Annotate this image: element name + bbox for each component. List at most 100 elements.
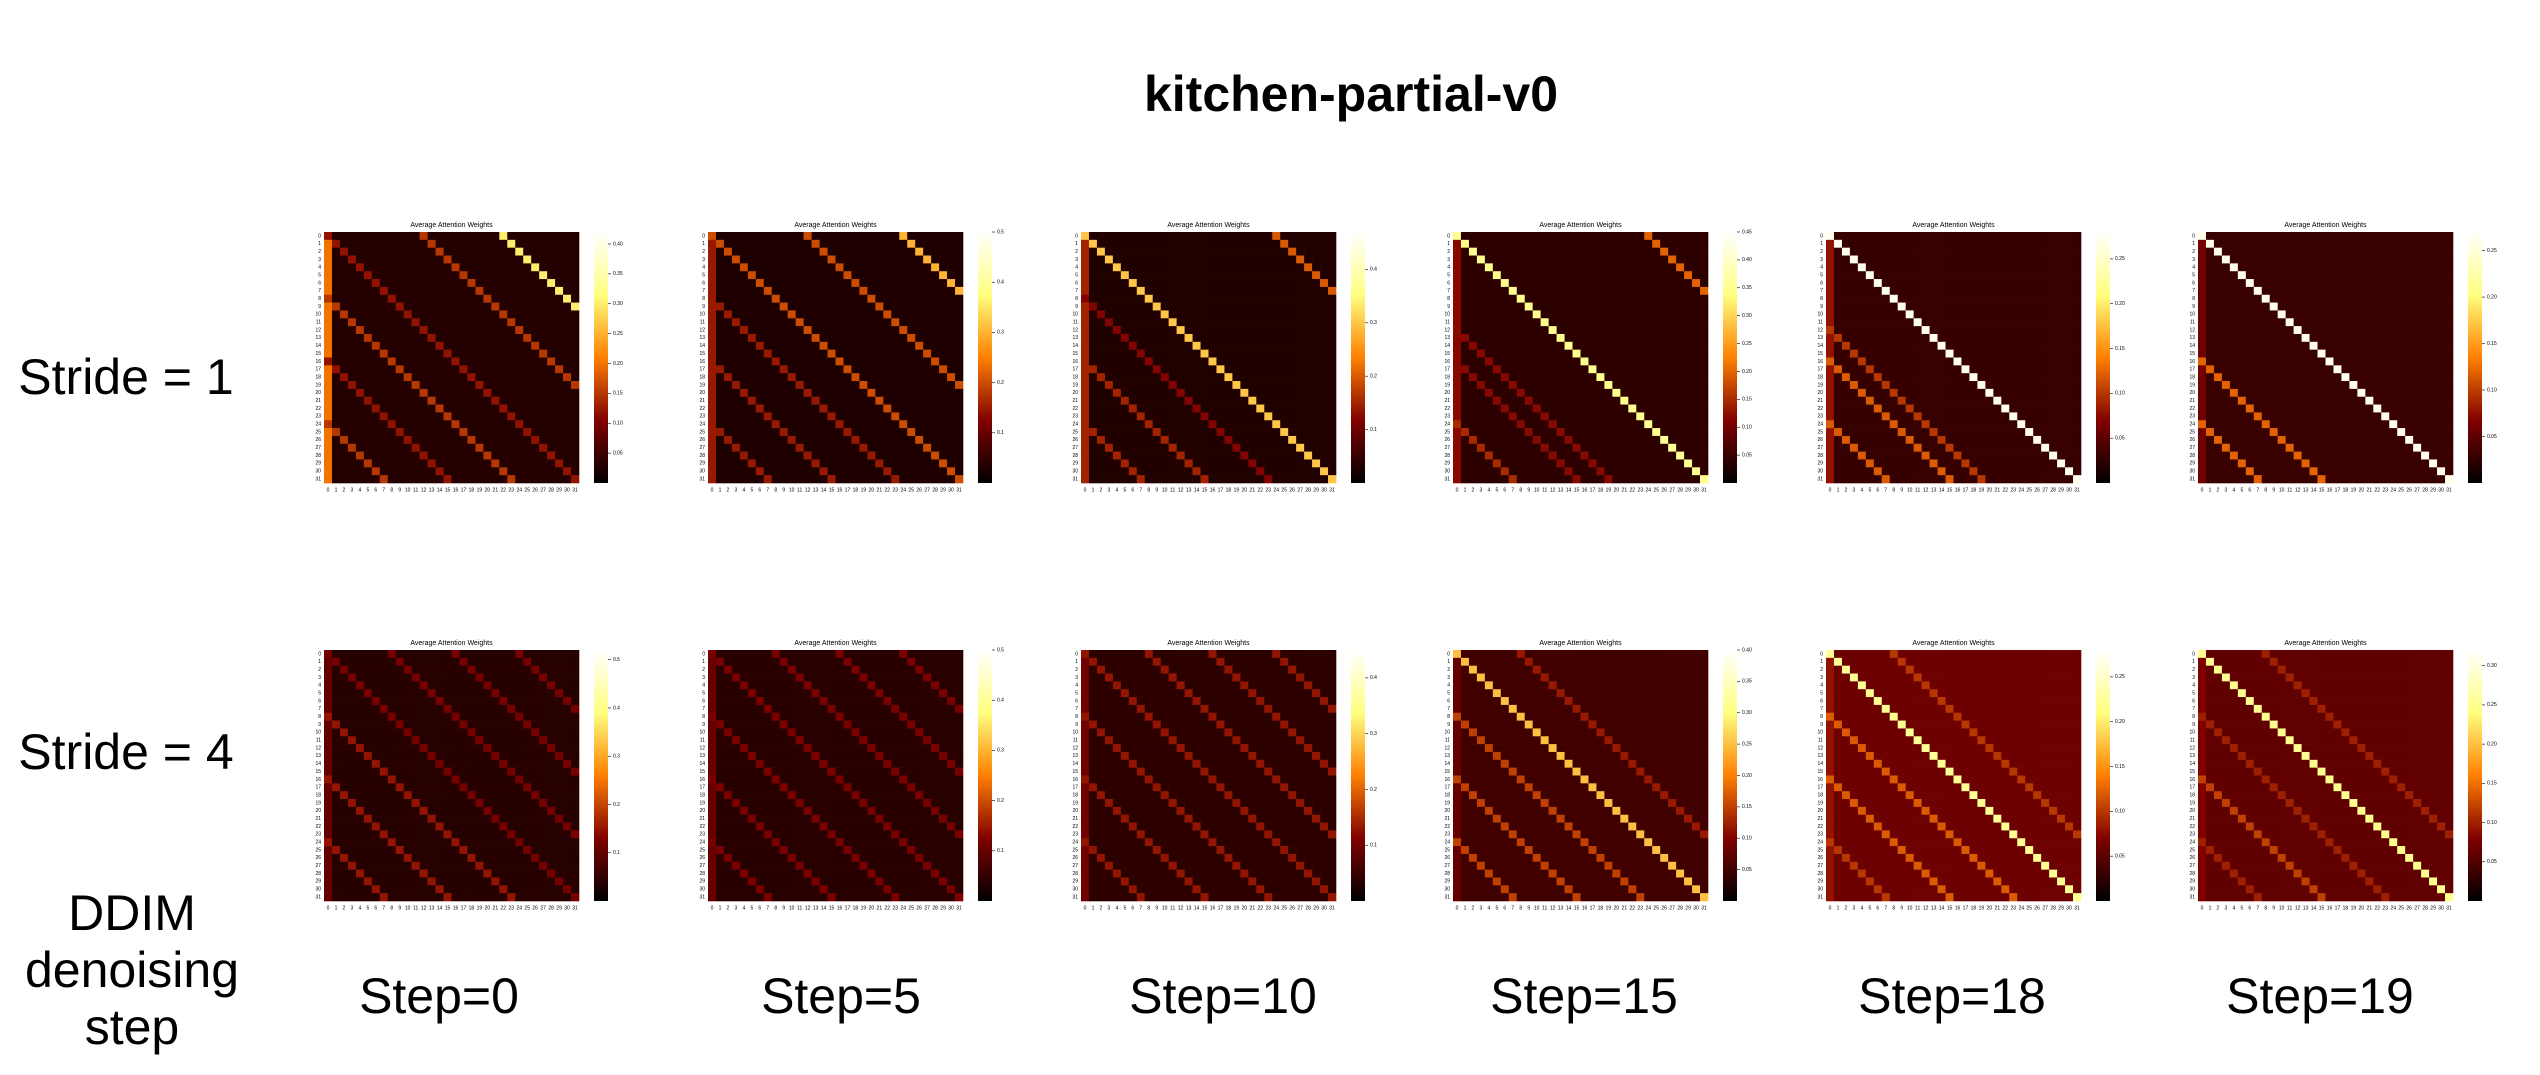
y-tick-label: 10 bbox=[315, 312, 321, 318]
cell bbox=[1296, 412, 1305, 421]
y-tick-label: 0 bbox=[702, 233, 705, 239]
cell bbox=[563, 326, 572, 335]
cell bbox=[723, 365, 733, 374]
cell bbox=[939, 326, 948, 335]
cell bbox=[1168, 255, 1177, 264]
cell bbox=[1208, 232, 1217, 241]
x-tick-label: 28 bbox=[1677, 487, 1683, 493]
cell bbox=[867, 318, 876, 327]
cell bbox=[1532, 247, 1541, 256]
cell bbox=[803, 451, 812, 460]
cell bbox=[843, 404, 852, 413]
cell bbox=[955, 373, 964, 382]
cell bbox=[747, 255, 757, 264]
cell bbox=[1833, 247, 1843, 256]
cell bbox=[1453, 263, 1462, 272]
cell bbox=[755, 318, 765, 327]
cell bbox=[523, 326, 532, 335]
cell bbox=[499, 451, 508, 460]
x-tick-label: 7 bbox=[1511, 487, 1514, 493]
cell bbox=[491, 333, 500, 343]
cell bbox=[1264, 467, 1273, 476]
cell bbox=[1676, 294, 1685, 303]
cell bbox=[1620, 263, 1629, 272]
cell bbox=[1460, 357, 1470, 366]
cell bbox=[1208, 247, 1217, 256]
cell bbox=[1484, 279, 1494, 288]
cell bbox=[787, 451, 796, 460]
cell bbox=[419, 294, 428, 303]
cell bbox=[1476, 443, 1486, 452]
cell bbox=[395, 443, 404, 452]
cell bbox=[1216, 263, 1225, 272]
cell bbox=[467, 294, 476, 303]
cell bbox=[899, 412, 908, 421]
cell bbox=[1248, 302, 1257, 311]
cell bbox=[435, 349, 444, 358]
cell bbox=[747, 428, 757, 437]
cell bbox=[915, 475, 924, 484]
cell bbox=[1993, 286, 2002, 296]
cell bbox=[1328, 294, 1337, 303]
x-tick-label: 16 bbox=[1582, 487, 1588, 493]
cell bbox=[1184, 263, 1193, 272]
cell bbox=[859, 271, 868, 280]
cell bbox=[1692, 459, 1701, 468]
cell bbox=[771, 388, 781, 398]
colorbar-tick-label: 0.4 bbox=[1370, 267, 1377, 273]
cell bbox=[1312, 232, 1321, 241]
cell bbox=[1524, 412, 1533, 421]
cell bbox=[739, 247, 749, 256]
cell bbox=[1897, 365, 1906, 374]
cell bbox=[1684, 373, 1693, 382]
cell bbox=[547, 286, 556, 296]
cell bbox=[515, 263, 524, 272]
cell bbox=[1596, 435, 1605, 445]
cell bbox=[467, 475, 476, 484]
cell bbox=[1476, 451, 1486, 460]
cell bbox=[1532, 475, 1541, 484]
cell bbox=[1200, 428, 1209, 437]
cell bbox=[891, 388, 900, 398]
cell bbox=[1112, 435, 1122, 445]
cell bbox=[739, 294, 749, 303]
cell bbox=[1516, 451, 1526, 460]
cell bbox=[443, 357, 452, 366]
cell bbox=[1612, 467, 1621, 476]
cell bbox=[1668, 333, 1677, 343]
cell bbox=[931, 459, 940, 468]
cell bbox=[1905, 263, 1914, 272]
cell bbox=[827, 271, 836, 280]
cell bbox=[467, 232, 476, 241]
cell bbox=[708, 302, 717, 311]
cell bbox=[419, 451, 428, 460]
cell bbox=[427, 333, 436, 343]
cell bbox=[1897, 310, 1906, 319]
cell bbox=[491, 404, 500, 413]
cell bbox=[827, 294, 836, 303]
cell bbox=[363, 349, 373, 358]
cell bbox=[1588, 404, 1597, 413]
cell bbox=[499, 302, 508, 311]
cell bbox=[891, 381, 900, 390]
cell bbox=[1660, 255, 1669, 264]
cell bbox=[467, 318, 476, 327]
cell bbox=[1668, 443, 1677, 452]
cell bbox=[483, 459, 492, 468]
cell bbox=[891, 247, 900, 256]
cell bbox=[731, 349, 741, 358]
cell bbox=[755, 239, 765, 248]
cell bbox=[1692, 451, 1701, 460]
cell bbox=[955, 271, 964, 280]
cell bbox=[1572, 294, 1581, 303]
cell bbox=[1152, 467, 1161, 476]
cell bbox=[1280, 232, 1289, 241]
y-tick-label: 7 bbox=[1075, 288, 1078, 294]
cell bbox=[1500, 420, 1510, 429]
cell bbox=[1248, 279, 1257, 288]
cell bbox=[1524, 341, 1533, 350]
cell bbox=[763, 239, 773, 248]
cell bbox=[547, 435, 556, 445]
cell bbox=[1484, 341, 1494, 350]
cell bbox=[1684, 475, 1693, 484]
